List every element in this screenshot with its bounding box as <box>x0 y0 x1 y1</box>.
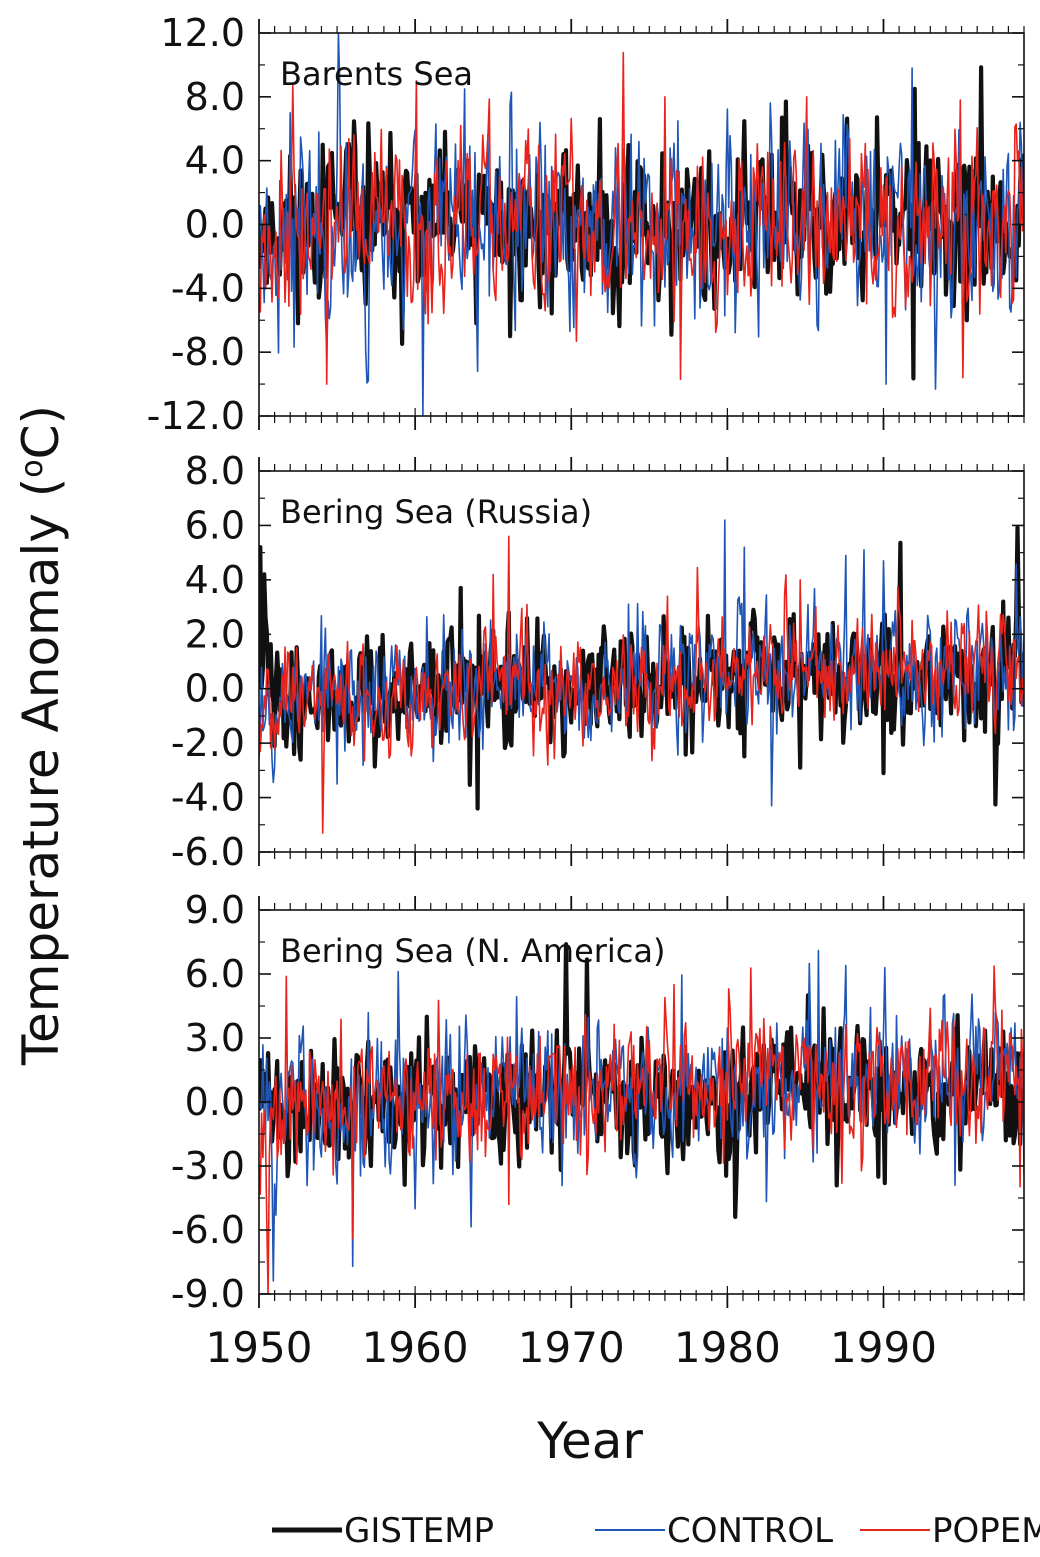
y-tick-label: 6.0 <box>185 503 245 547</box>
panel-title: Bering Sea (Russia) <box>280 493 592 531</box>
panel-2: 8.0 6.0 4.0 2.0 0.0 -2.0 -4.0 -6.0 Bering Sea (R… <box>171 449 1025 874</box>
x-tick-label: 1990 <box>830 1323 937 1372</box>
x-tick-label: 1960 <box>362 1323 469 1372</box>
y-tick-label: -6.0 <box>171 830 245 874</box>
y-tick-label: -2.0 <box>171 721 245 765</box>
y-tick-label: 4.0 <box>185 558 245 602</box>
y-tick-label: -3.0 <box>171 1144 245 1188</box>
legend-label-control: CONTROL <box>667 1511 833 1551</box>
x-tick-labels: 1950 1960 1970 1980 1990 <box>206 1323 937 1372</box>
y-tick-label: 0.0 <box>185 667 245 711</box>
legend-label-popem: POPEM <box>932 1511 1040 1551</box>
panel-3: 9.0 6.0 3.0 0.0 -3.0 -6.0 -9.0 Bering Sea (N. A… <box>171 888 1025 1316</box>
y-tick-label: 0.0 <box>185 203 245 247</box>
y-tick-label: -8.0 <box>171 330 245 374</box>
y-axis-title: Temperature Anomaly (oC) <box>12 405 70 1066</box>
series-control-line <box>259 949 1024 1282</box>
series-popem-line <box>259 51 1024 385</box>
y-tick-label: -4.0 <box>171 266 245 310</box>
y-tick-label: -9.0 <box>171 1272 245 1316</box>
y-tick-label: 2.0 <box>185 612 245 656</box>
x-tick-label: 1980 <box>674 1323 781 1372</box>
legend-label-gistemp: GISTEMP <box>344 1511 494 1551</box>
y-tick-label: 9.0 <box>185 888 245 932</box>
y-tick-label: 8.0 <box>185 449 245 493</box>
y-tick-label: -6.0 <box>171 1208 245 1252</box>
panel-1: 12.0 8.0 4.0 0.0 -4.0 -8.0 -12.0 Barents Sea <box>147 11 1025 438</box>
y-tick-label: 3.0 <box>185 1016 245 1060</box>
y-tick-label: 0.0 <box>185 1080 245 1124</box>
legend: GISTEMP CONTROL POPEM <box>272 1511 1040 1551</box>
x-tick-label: 1970 <box>518 1323 625 1372</box>
panel-title: Barents Sea <box>280 55 473 93</box>
panel-title: Bering Sea (N. America) <box>280 932 665 970</box>
y-tick-label: 6.0 <box>185 952 245 996</box>
series-control-line <box>259 33 1024 416</box>
y-tick-label: 4.0 <box>185 139 245 183</box>
series-popem-line <box>259 965 1024 1294</box>
y-tick-label: 12.0 <box>160 11 245 55</box>
x-tick-label: 1950 <box>206 1323 313 1372</box>
y-tick-label: -4.0 <box>171 776 245 820</box>
y-tick-label: 8.0 <box>185 75 245 119</box>
x-axis-title: Year <box>536 1412 643 1470</box>
series-popem-line <box>259 535 1024 834</box>
y-tick-label: -12.0 <box>147 394 245 438</box>
